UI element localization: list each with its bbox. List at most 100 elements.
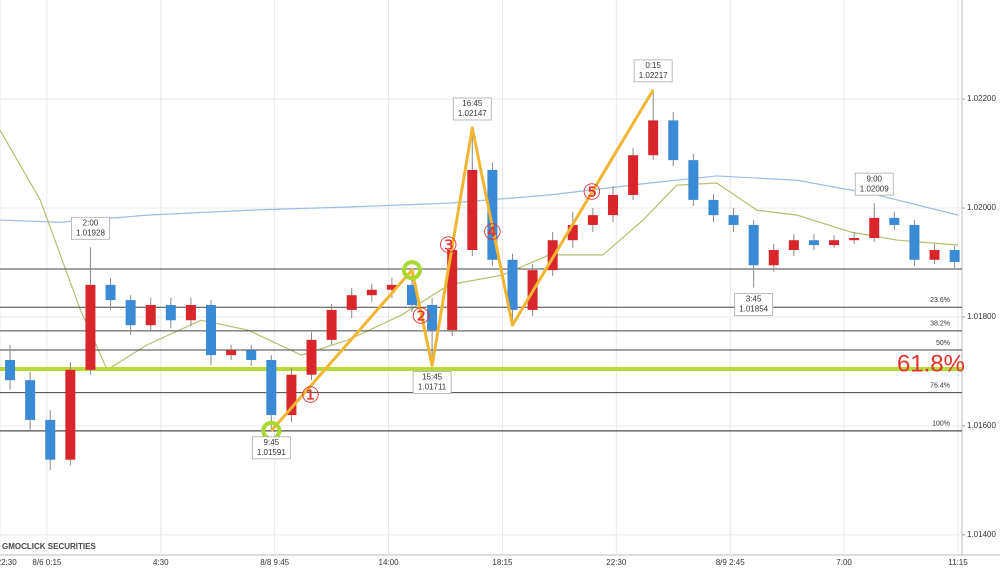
annotation-time: 16:45 (462, 99, 483, 108)
annotation-box (251, 436, 291, 460)
x-tick-label: 4:30 (153, 558, 169, 567)
fib-label: 50% (936, 340, 950, 347)
x-tick-label: 18:15 (492, 558, 513, 567)
candle-body (226, 350, 237, 356)
candle-body (306, 339, 317, 375)
x-tick-label: 22:30 (606, 558, 627, 567)
y-tick-label: 1.01400 (967, 530, 996, 539)
annotation-price: 1.01928 (76, 228, 105, 237)
candle-body (326, 309, 337, 340)
x-tick-label: 8/6 0:15 (32, 558, 61, 567)
fib-label: 76.4% (930, 382, 950, 389)
candle-body (728, 215, 739, 225)
candle-body (808, 240, 819, 246)
annotation-price: 1.02147 (458, 109, 487, 118)
annotation-price: 1.01854 (739, 305, 768, 314)
fib-label: 23.6% (930, 297, 950, 304)
wave-label: ② (411, 304, 431, 329)
candle-body (467, 169, 478, 250)
x-tick-label: 14:00 (379, 558, 400, 567)
annotation-time: 15:45 (422, 373, 443, 382)
candle-body (145, 305, 156, 326)
candle-body (587, 215, 598, 225)
x-tick-label: 8/5 22:30 (0, 558, 17, 567)
candle-body (688, 160, 699, 200)
y-tick-label: 1.02200 (967, 94, 996, 103)
annotation-price: 1.02217 (639, 71, 668, 80)
annotation-price: 1.01591 (257, 448, 286, 457)
candle-body (45, 419, 56, 460)
candle-body (648, 120, 659, 156)
candle-body (65, 369, 76, 460)
wave-label: ④ (483, 219, 503, 244)
wave-label: ⑤ (582, 180, 602, 205)
candle-body (246, 350, 257, 361)
annotation-price: 1.01711 (418, 383, 447, 392)
candle-body (929, 249, 940, 260)
annotation-time: 9:45 (264, 438, 280, 447)
candle-body (567, 224, 578, 241)
candle-body (607, 194, 618, 216)
fib-label: 61.8% (897, 350, 965, 377)
candle-body (406, 284, 417, 306)
candle-body (628, 155, 639, 195)
wave-label: ③ (438, 233, 458, 258)
candle-body (5, 360, 16, 381)
candle-body (849, 238, 860, 241)
y-tick-label: 1.01800 (967, 312, 996, 321)
wave-marker (401, 260, 422, 281)
candle-body (668, 120, 679, 161)
y-tick-label: 1.02000 (967, 203, 996, 212)
candle-body (105, 284, 116, 301)
candle-body (708, 199, 719, 216)
candle-body (185, 305, 196, 321)
annotation-time: 2:00 (83, 218, 99, 227)
fib-label: 100% (932, 421, 950, 428)
candle-body (829, 240, 840, 246)
moving-average-line (0, 129, 959, 371)
candle-body (447, 249, 458, 331)
x-tick-label: 7:00 (836, 558, 852, 567)
annotation-time: 3:45 (746, 295, 762, 304)
candle-body (25, 380, 36, 420)
grid (0, 0, 962, 555)
annotation-box (633, 59, 673, 83)
annotation-time: 9:00 (866, 174, 882, 183)
candle-body (386, 284, 397, 290)
candle-body (346, 295, 357, 310)
annotation-box (452, 97, 492, 121)
candle-body (889, 217, 900, 225)
x-tick-label: 11:15 (948, 558, 968, 567)
candle-body (286, 374, 297, 416)
candle-body (206, 305, 217, 356)
candle-body (165, 305, 176, 321)
candle-body (768, 249, 779, 266)
candle-body (869, 217, 880, 239)
annotation-box (734, 293, 774, 316)
candle-body (909, 224, 920, 260)
x-tick-label: 8/9 2:45 (716, 558, 745, 567)
candle-body (266, 360, 277, 416)
fib-label: 38.2% (930, 321, 950, 328)
candle-body (487, 169, 498, 260)
x-tick-label: 8/8 9:45 (260, 558, 289, 567)
wave-line (270, 89, 655, 432)
annotation-box (71, 216, 110, 240)
candle-body (125, 300, 136, 326)
candle-body (949, 249, 960, 262)
candle-body (507, 259, 518, 310)
annotation-time: 0:15 (645, 61, 661, 70)
candle-body (748, 224, 759, 266)
candle-body (788, 240, 799, 250)
moving-average-line (0, 175, 959, 223)
y-tick-label: 1.01600 (967, 421, 996, 430)
candle-body (366, 289, 377, 296)
candle-body (427, 305, 438, 331)
wave-label: ① (301, 382, 321, 407)
annotation-price: 1.02009 (860, 184, 889, 193)
annotation-box (854, 172, 894, 196)
watermark: GMOCLICK SECURITIES (2, 542, 96, 551)
